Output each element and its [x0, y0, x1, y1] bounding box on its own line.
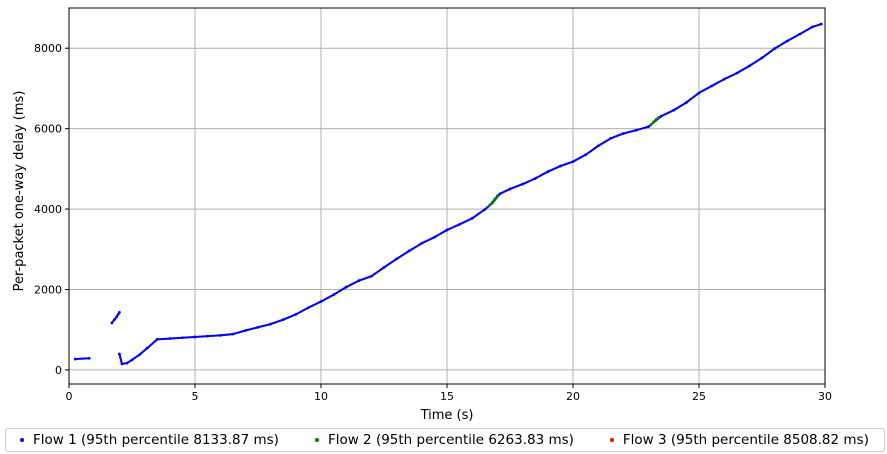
- legend-item-flow-2: Flow 2 (95th percentile 6263.83 ms): [314, 432, 574, 448]
- legend-marker-flow-3: [609, 438, 614, 442]
- data-point: [657, 115, 661, 119]
- series-flow-2: [488, 115, 661, 207]
- y-tick-label: 4000: [34, 203, 62, 216]
- y-axis-ticks: 0 2000 4000 6000 8000: [34, 42, 69, 377]
- grid-lines: [69, 8, 825, 384]
- data-points: [73, 22, 823, 366]
- y-tick-label: 2000: [34, 283, 62, 296]
- data-point: [819, 22, 823, 26]
- legend-label-flow-2: Flow 2 (95th percentile 6263.83 ms): [327, 432, 574, 448]
- legend-marker-flow-2: [314, 438, 319, 442]
- x-tick-label: 10: [314, 390, 328, 403]
- series-flow-1: [73, 22, 823, 366]
- x-tick-label: 0: [66, 390, 73, 403]
- legend-item-flow-1: Flow 1 (95th percentile 8133.87 ms): [20, 432, 279, 448]
- data-point: [87, 356, 91, 360]
- x-tick-label: 15: [440, 390, 454, 403]
- data-point: [496, 194, 499, 198]
- x-tick-label: 5: [192, 390, 199, 403]
- y-tick-label: 8000: [34, 42, 62, 55]
- data-point: [116, 313, 120, 316]
- x-tick-label: 25: [692, 390, 706, 403]
- x-tick-label: 30: [818, 390, 832, 403]
- legend-item-flow-3: Flow 3 (95th percentile 8508.82 ms): [609, 432, 869, 448]
- y-tick-label: 0: [55, 364, 62, 377]
- legend-label-flow-3: Flow 3 (95th percentile 8508.82 ms): [622, 432, 869, 448]
- data-point: [115, 315, 119, 318]
- x-tick-label: 20: [566, 390, 580, 403]
- x-axis-ticks: 0 5 10 15 20 25 30: [66, 384, 832, 403]
- x-axis-label: Time (s): [420, 408, 474, 423]
- y-axis-label: Per-packet one-way delay (ms): [12, 91, 27, 292]
- y-tick-label: 6000: [34, 123, 62, 136]
- data-point: [118, 311, 121, 314]
- legend-marker-flow-1: [20, 438, 24, 442]
- chart-legend: Flow 1 (95th percentile 8133.87 ms) Flow…: [5, 428, 885, 452]
- legend-label-flow-1: Flow 1 (95th percentile 8133.87 ms): [33, 432, 279, 448]
